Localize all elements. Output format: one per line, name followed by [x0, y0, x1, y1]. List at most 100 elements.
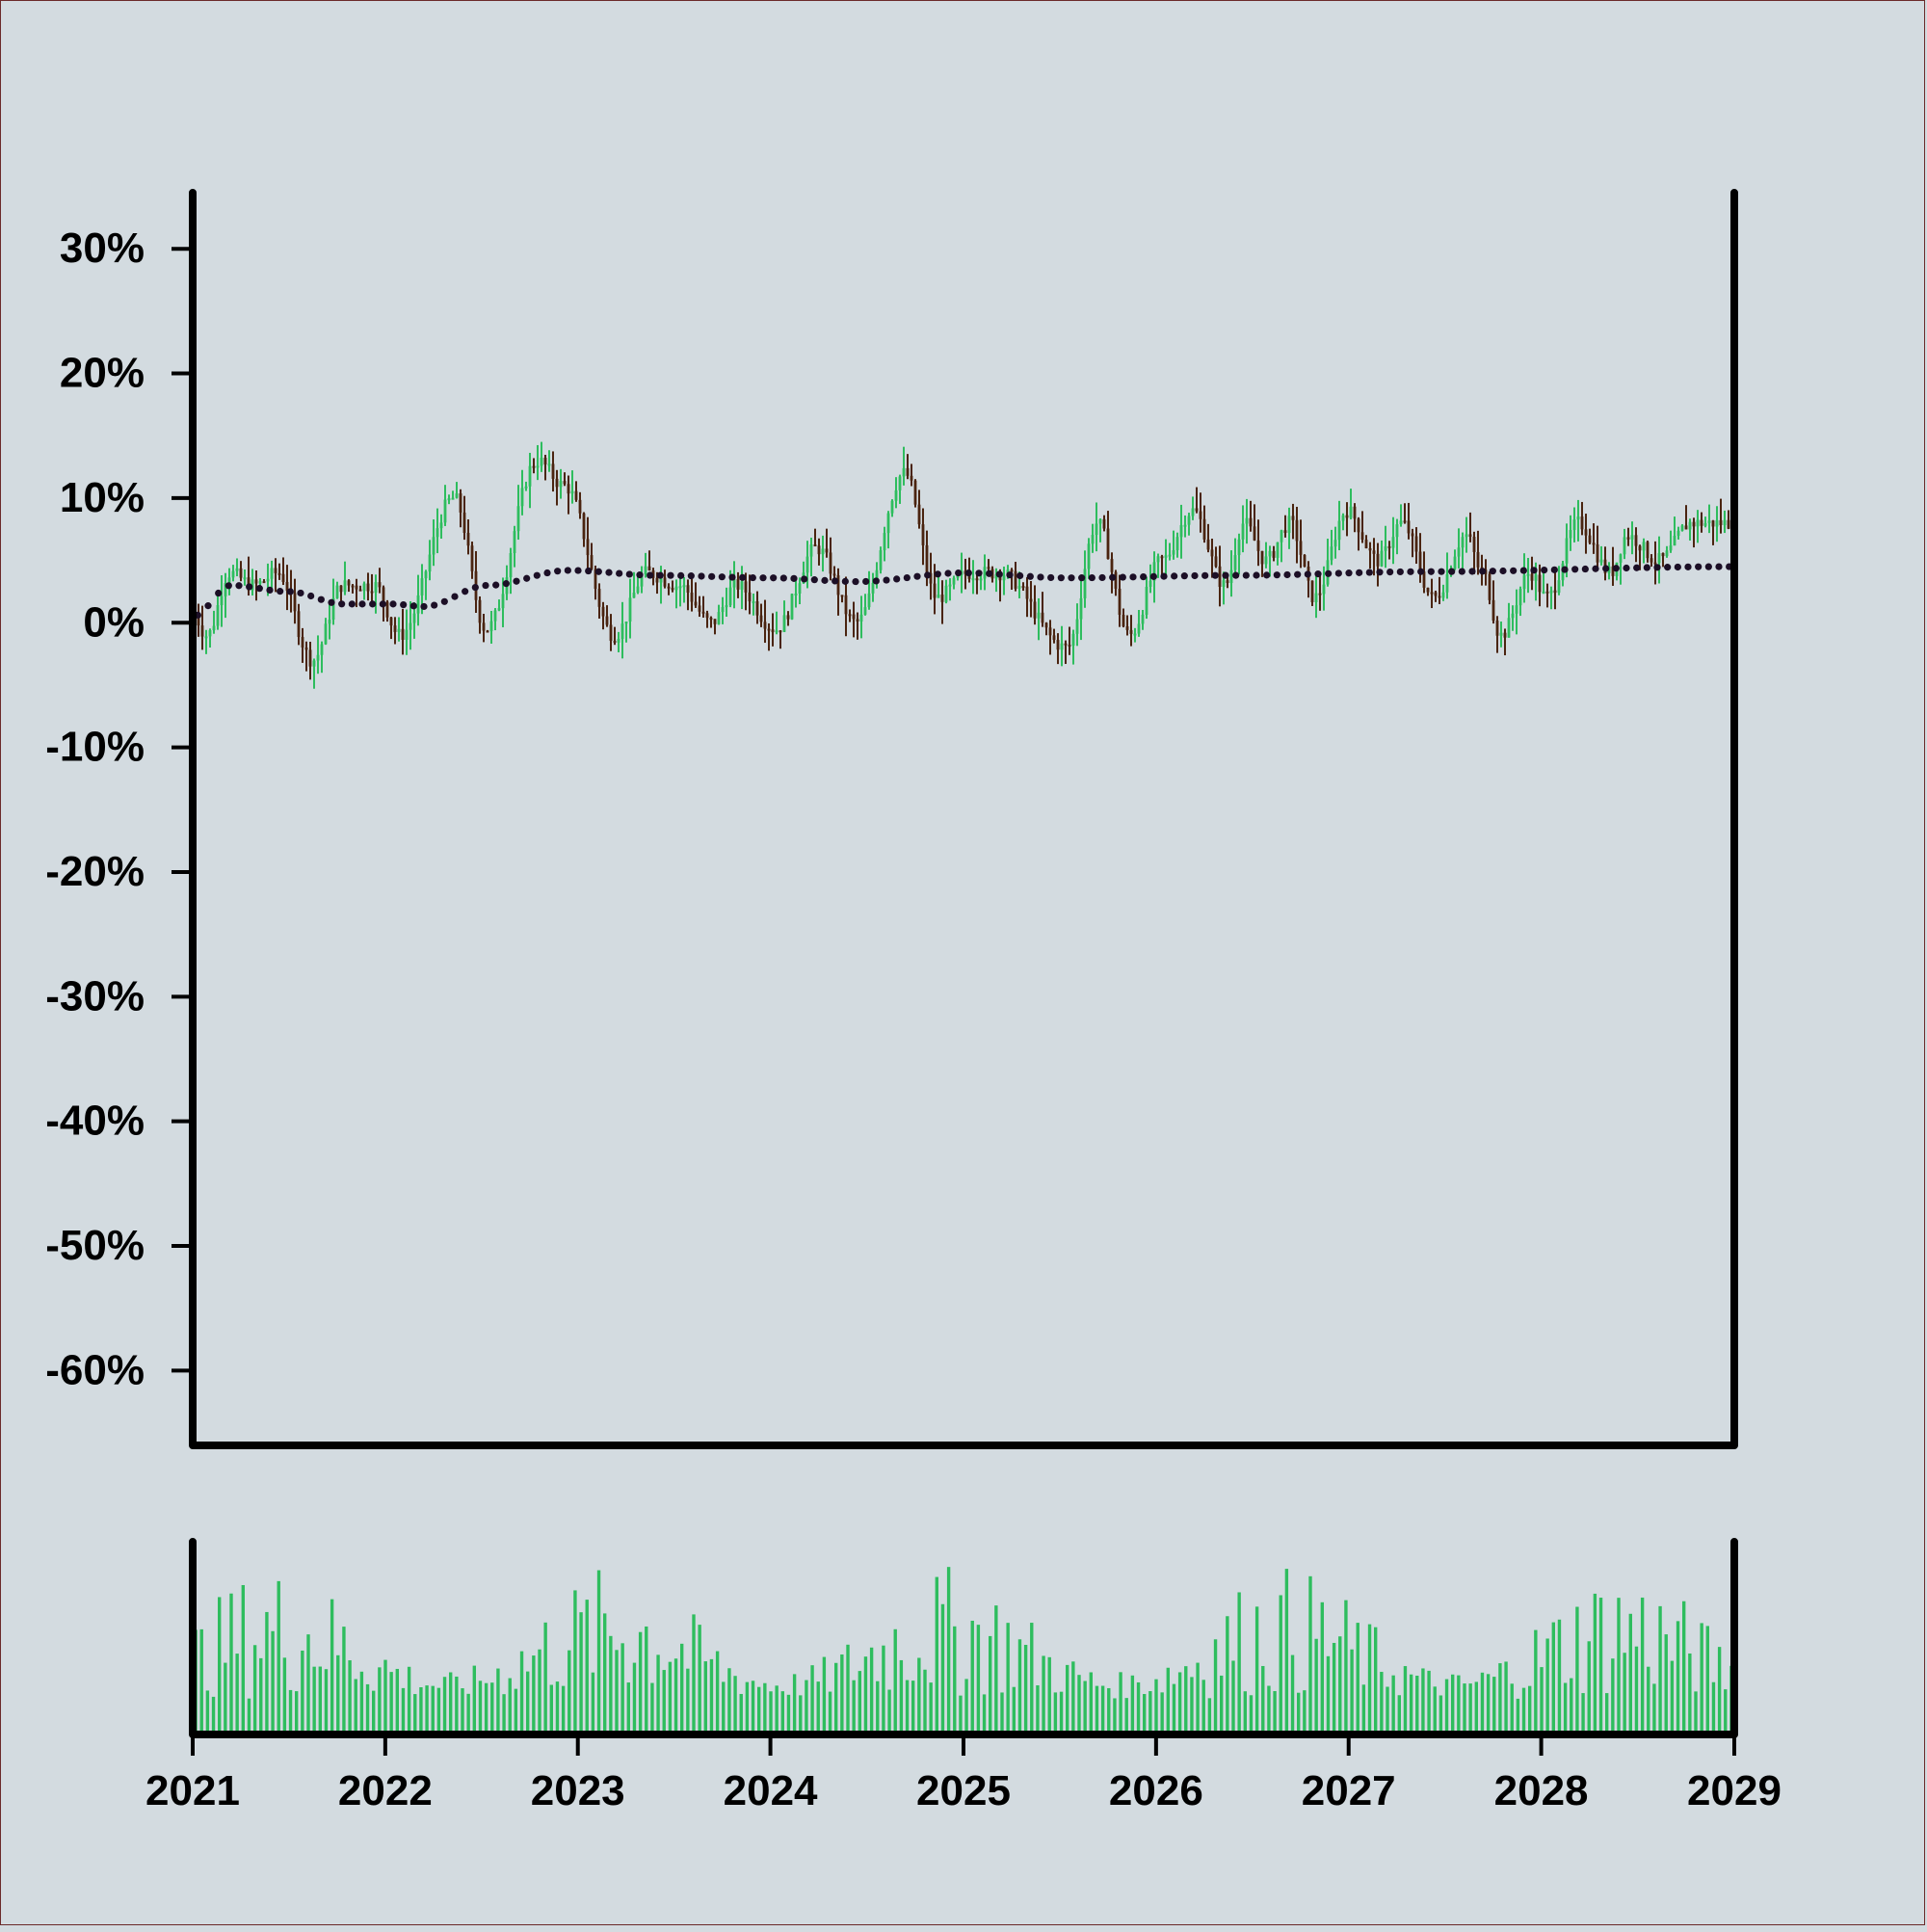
- candlestick-series: [193, 441, 1734, 689]
- candle-body: [1083, 569, 1087, 598]
- volume-bar: [638, 1631, 643, 1734]
- candle-body: [285, 581, 289, 592]
- candle-body: [1569, 530, 1572, 539]
- volume-bar: [514, 1688, 518, 1734]
- volume-bar: [1226, 1616, 1229, 1734]
- volume-bar: [1516, 1698, 1520, 1734]
- candle-body: [1303, 554, 1307, 568]
- candle-body: [1280, 530, 1283, 543]
- moving-average-point: [420, 602, 428, 611]
- candle-body: [609, 624, 613, 642]
- candle-body: [940, 595, 944, 602]
- candle-body: [547, 463, 551, 466]
- candle-body: [212, 625, 216, 631]
- candle-body: [1499, 632, 1503, 636]
- moving-average-point: [1643, 564, 1650, 571]
- candle-body: [1025, 586, 1029, 599]
- volume-bar: [876, 1681, 880, 1734]
- volume-bar: [970, 1620, 974, 1734]
- candle-body: [1491, 599, 1495, 622]
- y-tick-label: 20%: [60, 350, 145, 397]
- volume-bar: [1314, 1638, 1318, 1734]
- volume-bar: [1409, 1674, 1413, 1734]
- volume-bar: [757, 1686, 761, 1734]
- candle-body: [752, 601, 755, 604]
- candle-body: [1002, 575, 1006, 581]
- moving-average-point: [235, 582, 243, 590]
- volume-bar: [1598, 1598, 1603, 1734]
- moving-average-point: [1407, 568, 1414, 575]
- candle-body: [436, 528, 439, 538]
- candle-body: [482, 622, 486, 631]
- candle-body: [1260, 550, 1264, 565]
- volume-bar: [241, 1584, 245, 1734]
- candle-body: [848, 614, 852, 617]
- candle-body: [1110, 559, 1114, 572]
- moving-average-point: [759, 574, 767, 582]
- moving-average-point: [779, 574, 787, 582]
- candle-body: [1634, 535, 1638, 546]
- moving-average-point: [718, 573, 726, 581]
- moving-average-point: [1417, 568, 1425, 575]
- volume-bar: [805, 1680, 808, 1734]
- volume-bar: [568, 1650, 571, 1734]
- moving-average-point: [1037, 573, 1044, 581]
- candle-body: [1692, 521, 1696, 527]
- volume-bar: [763, 1682, 767, 1734]
- candle-body: [1068, 645, 1071, 648]
- moving-average-point: [934, 570, 941, 578]
- moving-average-point: [616, 569, 623, 577]
- volume-bar: [235, 1654, 239, 1734]
- volume-bar: [526, 1671, 530, 1734]
- candle-body: [1256, 540, 1260, 551]
- candle-body: [601, 606, 605, 617]
- volume-bar: [863, 1656, 868, 1734]
- candle-body: [520, 488, 524, 507]
- candle-body: [220, 595, 224, 606]
- candle-body: [763, 622, 767, 629]
- candle-body: [1191, 508, 1195, 516]
- moving-average-point: [574, 567, 582, 574]
- volume-bar: [1705, 1626, 1709, 1734]
- moving-average-point: [543, 569, 551, 577]
- x-tick-label: 2022: [338, 1767, 433, 1814]
- candle-body: [304, 647, 308, 650]
- moving-average-point: [1201, 571, 1209, 579]
- volume-bar: [229, 1593, 233, 1734]
- candle-body: [1029, 598, 1033, 602]
- moving-average-point: [1356, 569, 1363, 576]
- candle-body: [1549, 590, 1553, 594]
- candle-body: [1422, 571, 1426, 588]
- candle-body: [1380, 550, 1384, 567]
- volume-bar: [899, 1659, 904, 1734]
- candle-body: [1391, 537, 1395, 548]
- volume-bar: [989, 1635, 992, 1734]
- volume-bar: [929, 1682, 933, 1734]
- moving-average-point: [369, 600, 377, 608]
- moving-average-point: [862, 577, 870, 586]
- moving-average-point: [1715, 563, 1723, 570]
- candle-body: [1133, 633, 1137, 636]
- volume-bar: [1350, 1649, 1354, 1734]
- candle-body: [532, 465, 536, 468]
- candle-body: [274, 568, 277, 573]
- candle-body: [1210, 549, 1214, 557]
- moving-average-point: [1160, 572, 1168, 580]
- candle-body: [790, 594, 794, 620]
- candle-body: [366, 583, 370, 592]
- candle-body: [987, 567, 990, 569]
- moving-average-point: [1283, 570, 1291, 579]
- volume-bar: [1570, 1678, 1573, 1734]
- candle-body: [216, 605, 220, 626]
- moving-average-point: [852, 577, 859, 586]
- moving-average-point: [893, 575, 901, 583]
- candle-body: [590, 555, 594, 569]
- volume-bar: [650, 1682, 654, 1734]
- moving-average-point: [1016, 571, 1024, 580]
- volume-bar: [810, 1665, 814, 1734]
- moving-average-point: [379, 600, 386, 608]
- volume-bar: [1540, 1667, 1544, 1734]
- volume-bar: [478, 1681, 483, 1734]
- moving-average-point: [1180, 572, 1188, 580]
- candle-body: [1418, 551, 1422, 572]
